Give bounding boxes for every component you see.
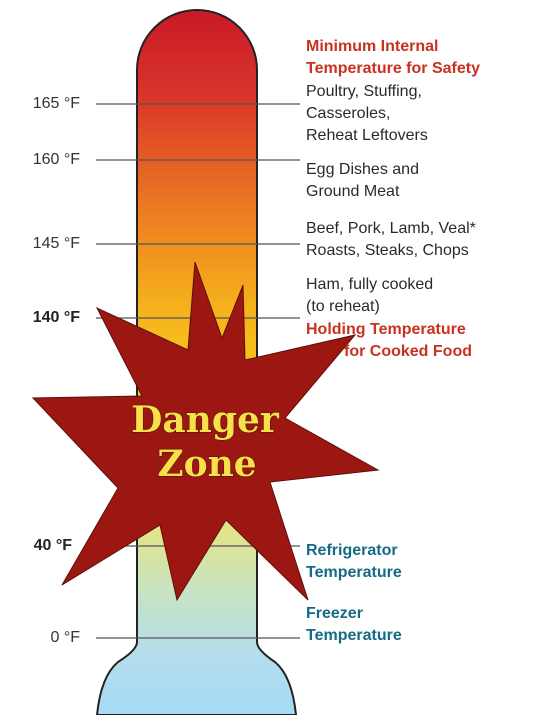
freezer-heading: Freezer Temperature [306, 603, 402, 647]
safety-heading-line2: Temperature for Safety [306, 60, 480, 77]
safety-heading: Minimum Internal Temperature for Safety [306, 36, 480, 80]
danger-zone-label-line2: Zone [157, 443, 256, 485]
refrigerator-heading-line1: Refrigerator [306, 542, 398, 559]
note-ham-line1: Ham, fully cooked [306, 276, 434, 293]
freezer-heading-line1: Freezer [306, 605, 363, 622]
holding-heading-line2: for Cooked Food [344, 343, 472, 360]
tick-label-145: 145 °F [32, 235, 80, 252]
freezer-heading-line2: Temperature [306, 627, 402, 644]
note-poultry-line1: Poultry, Stuffing, [306, 83, 422, 100]
note-beef: Beef, Pork, Lamb, Veal* Roasts, Steaks, … [306, 218, 476, 262]
holding-heading-line1: Holding Temperature [306, 321, 466, 338]
refrigerator-heading: Refrigerator Temperature [306, 540, 402, 584]
note-poultry-line3: Reheat Leftovers [306, 127, 428, 144]
note-eggs-line2: Ground Meat [306, 183, 400, 200]
refrigerator-heading-line2: Temperature [306, 564, 402, 581]
tick-label-160: 160 °F [32, 151, 80, 168]
safety-heading-line1: Minimum Internal [306, 38, 439, 55]
note-eggs: Egg Dishes and Ground Meat [306, 159, 419, 203]
tick-label-40: 40 °F [33, 537, 72, 554]
note-beef-line2: Roasts, Steaks, Chops [306, 242, 469, 259]
note-poultry: Poultry, Stuffing, Casseroles, Reheat Le… [306, 81, 428, 147]
holding-heading: Holding Temperature for Cooked Food [306, 319, 472, 363]
tick-label-140: 140 °F [32, 309, 80, 326]
tick-label-165: 165 °F [32, 95, 80, 112]
danger-zone-label-line1: Danger [131, 399, 280, 441]
note-poultry-line2: Casseroles, [306, 105, 391, 122]
note-eggs-line1: Egg Dishes and [306, 161, 419, 178]
danger-zone-starburst [31, 261, 380, 602]
tick-label-0: 0 °F [50, 629, 80, 646]
note-ham-line2: (to reheat) [306, 298, 380, 315]
note-beef-line1: Beef, Pork, Lamb, Veal* [306, 220, 476, 237]
note-ham: Ham, fully cooked (to reheat) [306, 274, 433, 318]
